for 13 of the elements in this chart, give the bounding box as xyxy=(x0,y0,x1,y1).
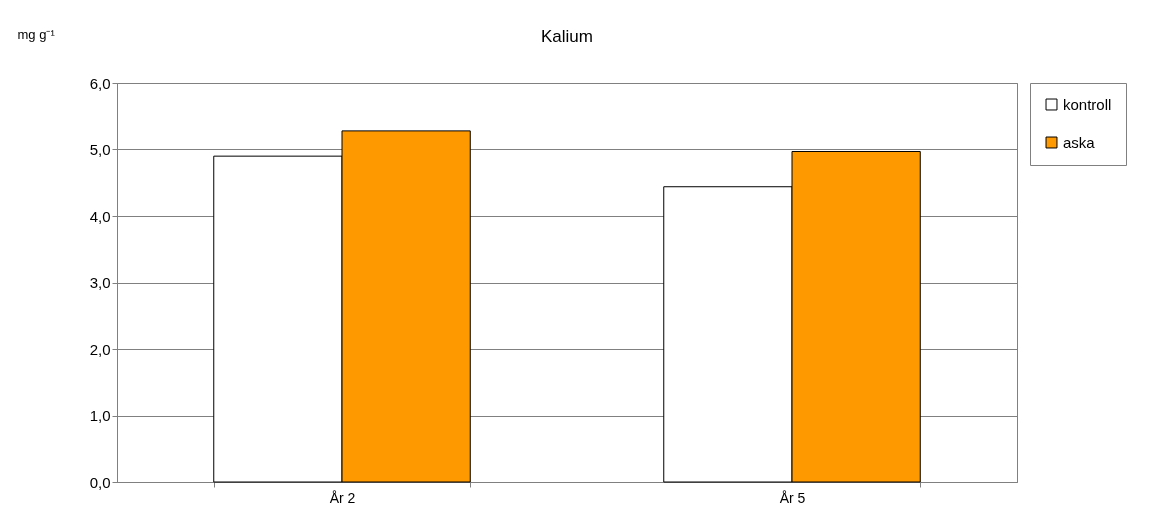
x-tick-label: År 5 xyxy=(779,489,806,506)
x-tick-label: År 2 xyxy=(329,489,356,506)
legend-label: kontroll xyxy=(1063,95,1112,113)
y-tick-label: 3,0 xyxy=(89,274,111,291)
chart-title: Kalium xyxy=(541,27,593,46)
y-tick-label: 4,0 xyxy=(89,207,111,225)
y-tick-label: 6,0 xyxy=(89,74,111,92)
y-axis-title: mg g⁻¹ xyxy=(17,26,56,42)
y-tick-label: 1,0 xyxy=(89,407,111,424)
y-tick-label: 0,0 xyxy=(89,473,111,491)
legend-label: aska xyxy=(1063,133,1096,151)
y-tick-label: 5,0 xyxy=(89,141,111,158)
y-tick-label: 2,0 xyxy=(89,340,111,358)
